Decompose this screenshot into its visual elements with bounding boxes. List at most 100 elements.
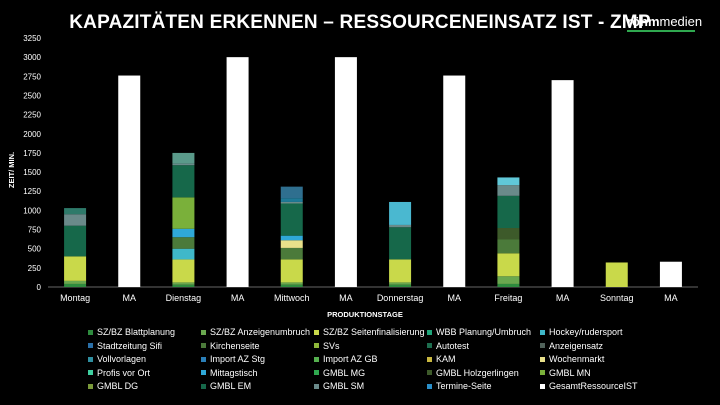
y-tick-label: 0 (37, 283, 42, 292)
legend-label: GMBL EM (210, 381, 252, 391)
legend-swatch (88, 356, 93, 362)
bar-segment-kirchenseite (172, 237, 195, 249)
legend-swatch (427, 370, 432, 375)
y-tick-label: 3250 (23, 34, 41, 43)
bar-segment-unlabeled (64, 208, 87, 215)
legend-swatch (314, 329, 319, 335)
x-tick-label: Montag (60, 293, 90, 303)
y-tick-label: 1500 (23, 168, 41, 177)
y-axis: 0 250 500 750 1000 1250 1500 1750 2000 2250 2500 27… (23, 34, 698, 292)
logo-underline (627, 30, 695, 32)
legend-label: Vollvorlagen (97, 354, 147, 364)
legend-swatch (201, 329, 206, 335)
bar-segment-unlabeled (605, 262, 628, 287)
legend-label: GMBL SM (323, 381, 365, 391)
legend-item: KAM (427, 354, 456, 364)
legend-swatch (427, 329, 432, 335)
bar-segment-sz-bz-seitenfinalisierung (389, 259, 412, 283)
legend-label: GMBL MN (549, 367, 591, 378)
x-tick-label: Sonntag (600, 293, 634, 303)
bar-segment-sz-bz-anzeigenumbruch (497, 276, 520, 284)
legend-item: Profis vor Ort (88, 368, 150, 378)
bar-segment-gmbl-em (280, 203, 303, 236)
legend-label: Kirchenseite (210, 340, 260, 351)
x-tick-label: Mittwoch (274, 293, 310, 303)
legend-item: Wochenmarkt (540, 354, 604, 364)
y-tick-label: 3000 (23, 53, 41, 62)
bar-segment-gesamtressourceist (118, 75, 141, 288)
legend-item: WBB Planung/Umbruch (427, 327, 531, 337)
bar-segment-unlabeled (280, 186, 303, 199)
legend-swatch (88, 343, 93, 348)
legend-swatch (88, 383, 93, 389)
legend-swatch (540, 370, 545, 375)
legend-item: SZ/BZ Anzeigenumbruch (201, 327, 310, 337)
bar-segment-gmbl-mn (172, 197, 195, 229)
x-tick-label: Donnerstag (377, 293, 424, 303)
legend-item: Mittagstisch (201, 368, 258, 378)
bar-segment-gmbl-sm (172, 163, 195, 166)
x-tick-label: MA (448, 293, 462, 303)
legend-label: GMBL DG (97, 381, 139, 391)
legend-swatch (540, 383, 545, 389)
y-tick-label: 2500 (23, 91, 41, 100)
bar-segment-gmbl-sm (497, 185, 520, 196)
x-tick-label: Dienstag (166, 293, 202, 303)
legend-label: Import AZ GB (323, 354, 378, 364)
legend-item: Stadtzeitung Sifi (88, 341, 162, 351)
legend-label: Mittagstisch (210, 367, 258, 378)
bars (64, 57, 682, 288)
bar-segment-sz-bz-blattplanung (389, 284, 412, 287)
legend-swatch (314, 370, 319, 375)
legend-item: Import AZ GB (314, 354, 378, 364)
logo-text-rohm: röhm (627, 14, 660, 29)
y-tick-label: 1250 (23, 187, 41, 196)
bar-segment-gesamtressourceist (334, 57, 357, 288)
bar-segment-sz-bz-seitenfinalisierung (172, 259, 195, 283)
bar-segment-sz-bz-anzeigenumbruch (389, 282, 412, 285)
bar-segment-gesamtressourceist (443, 75, 466, 288)
legend-swatch (540, 356, 545, 362)
x-tick-label: Freitag (494, 293, 522, 303)
legend-item: Anzeigensatz (540, 341, 603, 351)
legend-swatch (427, 343, 432, 348)
legend-item: SZ/BZ Blattplanung (88, 327, 175, 337)
legend-label: GMBL Holzgerlingen (436, 367, 519, 378)
y-tick-label: 1750 (23, 149, 41, 158)
x-tick-label: MA (231, 293, 245, 303)
legend-item: GMBL MG (314, 368, 365, 378)
y-tick-label: 1000 (23, 206, 41, 215)
legend-item: Kirchenseite (201, 341, 260, 351)
legend-item: GMBL DG (88, 381, 138, 391)
bar-segment-kirchenseite (497, 239, 520, 254)
legend-swatch (540, 343, 545, 348)
legend-swatch (88, 329, 93, 335)
legend-swatch (314, 383, 319, 389)
bar-segment-sz-bz-seitenfinalisierung (64, 256, 87, 281)
legend-swatch (201, 356, 206, 362)
bar-segment-gmbl-sm (280, 201, 303, 204)
legend-item: SZ/BZ Seitenfinalisierung (314, 327, 425, 337)
legend-swatch (314, 343, 319, 348)
bar-segment-gmbl-sm (64, 214, 87, 226)
x-tick-label: MA (123, 293, 137, 303)
legend-swatch (427, 356, 432, 362)
legend-label: SZ/BZ Blattplanung (97, 327, 176, 337)
legend-label: Hockey/rudersport (549, 327, 623, 337)
bar-segment-gmbl-em (64, 225, 87, 257)
bar-segment-unlabeled (497, 177, 520, 186)
bar-segment-sz-bz-anzeigenumbruch (64, 280, 87, 284)
bar-segment-gmbl-em (497, 195, 520, 229)
bar-segment-kirchenseite (280, 247, 303, 260)
bar-segment-mittagstisch (172, 228, 195, 238)
legend-item: GMBL SM (314, 381, 364, 391)
legend-item: Import AZ Stg (201, 354, 265, 364)
legend-label: WBB Planung/Umbruch (436, 327, 532, 337)
legend-label: SZ/BZ Anzeigenumbruch (210, 327, 311, 337)
y-tick-label: 2750 (23, 72, 41, 81)
logo-text-medien: medien (659, 14, 703, 29)
bar-segment-gmbl-sm (389, 224, 412, 228)
bar-segment-sz-bz-blattplanung (64, 283, 87, 287)
legend-item: GesamtRessourceIST (540, 381, 638, 391)
